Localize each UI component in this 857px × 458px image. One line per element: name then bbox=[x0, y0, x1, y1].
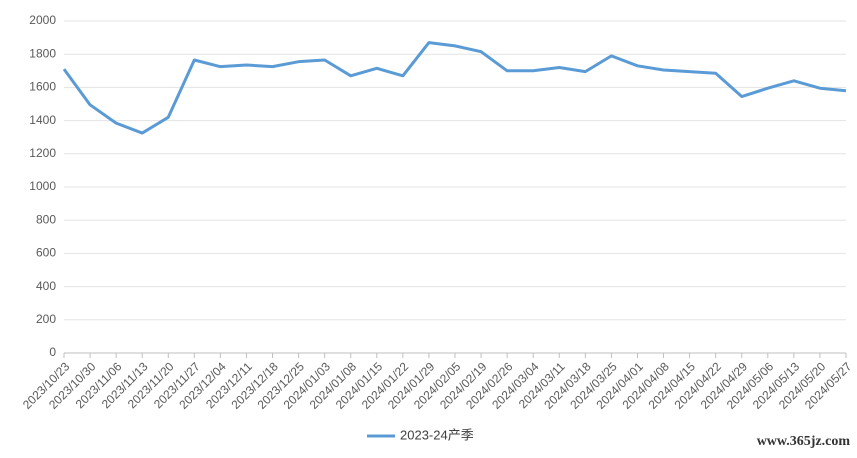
y-tick-label: 600 bbox=[36, 246, 56, 260]
y-tick-label: 1000 bbox=[29, 179, 56, 193]
y-tick-label: 800 bbox=[36, 212, 56, 226]
y-tick-label: 1200 bbox=[29, 146, 56, 160]
y-tick-label: 400 bbox=[36, 279, 56, 293]
watermark: www.365jz.com bbox=[757, 434, 851, 449]
y-tick-label: 2000 bbox=[29, 13, 56, 27]
y-tick-label: 1400 bbox=[29, 113, 56, 127]
y-tick-label: 1600 bbox=[29, 80, 56, 94]
y-tick-label: 1800 bbox=[29, 46, 56, 60]
legend-label: 2023-24产季 bbox=[400, 427, 474, 442]
y-tick-label: 0 bbox=[49, 345, 56, 359]
y-tick-label: 200 bbox=[36, 312, 56, 326]
line-series bbox=[62, 41, 847, 135]
